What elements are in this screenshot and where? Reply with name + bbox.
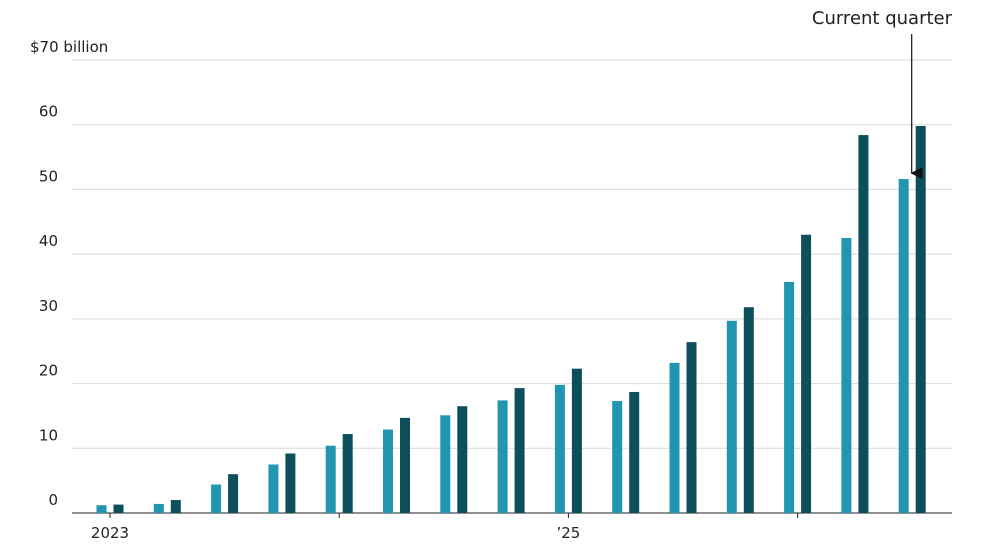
- y-tick-label: 30: [39, 297, 58, 315]
- y-tick-label: 60: [39, 103, 58, 121]
- bar: [898, 179, 909, 513]
- bar: [96, 505, 107, 513]
- y-tick-label: 40: [39, 232, 58, 250]
- bar: [726, 320, 737, 513]
- bar: [285, 453, 296, 513]
- bar: [457, 406, 468, 513]
- bar: [669, 362, 680, 513]
- bar: [325, 445, 336, 513]
- y-tick-label: 0: [48, 491, 58, 509]
- annotation: Current quarter: [812, 8, 953, 29]
- bar: [629, 391, 640, 513]
- bar: [571, 368, 582, 513]
- y-tick-label: 10: [39, 426, 58, 444]
- bar: [801, 234, 812, 513]
- bar: [211, 484, 222, 513]
- bar: [228, 474, 239, 513]
- bar: [268, 464, 279, 513]
- bar: [612, 401, 623, 513]
- bar: [113, 504, 124, 513]
- bar: [440, 415, 451, 513]
- bar: [342, 434, 353, 513]
- y-tick-label: 20: [39, 362, 58, 380]
- x-tick-label: ’25: [556, 524, 580, 542]
- bar: [554, 384, 565, 513]
- bar: [743, 307, 754, 513]
- bar: [153, 503, 164, 513]
- bar: [915, 126, 926, 513]
- bar: [841, 237, 852, 513]
- bar: [170, 500, 181, 513]
- bar: [400, 417, 410, 513]
- bar: [784, 281, 795, 513]
- bar: [858, 135, 869, 513]
- y-tick-label: 50: [39, 167, 58, 185]
- bar: [383, 429, 393, 513]
- bar: [497, 400, 508, 513]
- bar: [686, 342, 697, 513]
- bar: [514, 388, 525, 513]
- x-tick-label: 2023: [91, 524, 129, 542]
- y-tick-label: $70 billion: [30, 38, 108, 56]
